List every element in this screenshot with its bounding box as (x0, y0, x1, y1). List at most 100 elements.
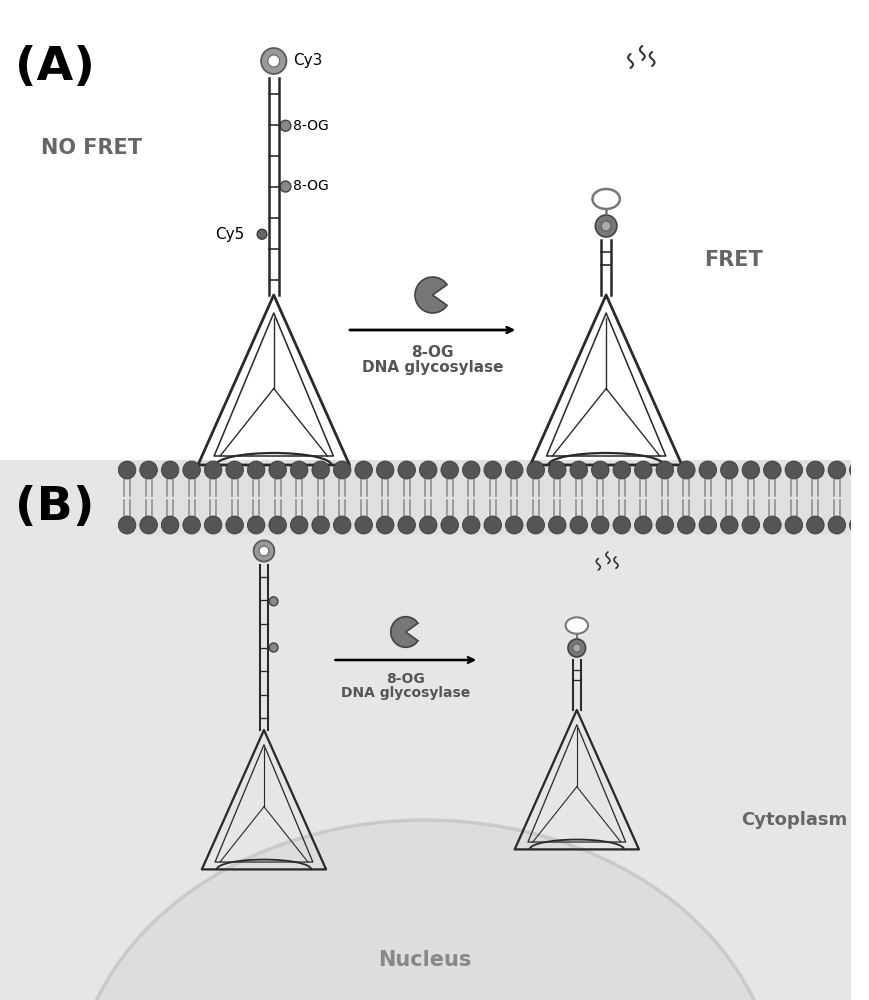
Circle shape (269, 643, 278, 652)
Circle shape (720, 516, 737, 534)
Circle shape (376, 516, 394, 534)
Text: FRET: FRET (703, 250, 762, 270)
Circle shape (741, 516, 759, 534)
Circle shape (226, 516, 243, 534)
Circle shape (140, 516, 157, 534)
Text: (B): (B) (15, 486, 94, 530)
Circle shape (462, 461, 480, 479)
Ellipse shape (73, 820, 776, 1000)
Text: 8-OG: 8-OG (293, 180, 328, 194)
Circle shape (261, 48, 286, 74)
Ellipse shape (565, 617, 587, 634)
Circle shape (419, 461, 436, 479)
Circle shape (547, 461, 566, 479)
Circle shape (269, 461, 286, 479)
Circle shape (572, 644, 580, 652)
Circle shape (600, 221, 610, 231)
Text: 8-OG: 8-OG (411, 345, 454, 360)
Circle shape (140, 461, 157, 479)
Circle shape (161, 461, 179, 479)
Circle shape (827, 461, 845, 479)
Circle shape (161, 516, 179, 534)
Circle shape (257, 229, 267, 239)
Circle shape (698, 461, 716, 479)
Circle shape (569, 461, 587, 479)
Circle shape (677, 516, 694, 534)
Circle shape (849, 461, 866, 479)
Circle shape (594, 215, 616, 237)
Circle shape (613, 516, 630, 534)
Wedge shape (415, 277, 447, 313)
Text: 8-OG: 8-OG (386, 672, 425, 686)
Circle shape (247, 516, 265, 534)
Circle shape (505, 516, 522, 534)
Circle shape (280, 181, 290, 192)
Wedge shape (390, 617, 417, 647)
Circle shape (634, 516, 652, 534)
Circle shape (527, 461, 544, 479)
Circle shape (806, 461, 823, 479)
Bar (127, 460, 850, 535)
Circle shape (280, 120, 290, 131)
Ellipse shape (592, 189, 619, 209)
Circle shape (397, 516, 415, 534)
Circle shape (591, 461, 608, 479)
Text: Cytoplasm: Cytoplasm (740, 811, 846, 829)
Circle shape (483, 461, 501, 479)
Circle shape (226, 461, 243, 479)
Circle shape (182, 516, 200, 534)
Circle shape (118, 516, 136, 534)
Circle shape (827, 516, 845, 534)
Circle shape (290, 516, 308, 534)
Circle shape (547, 516, 566, 534)
Text: 8-OG: 8-OG (293, 119, 328, 133)
Text: Cy5: Cy5 (215, 227, 244, 242)
Circle shape (269, 597, 278, 606)
Circle shape (333, 516, 350, 534)
Circle shape (355, 516, 372, 534)
Circle shape (567, 639, 585, 657)
Circle shape (763, 516, 780, 534)
Circle shape (259, 546, 269, 556)
Text: Cy3: Cy3 (293, 53, 322, 68)
Circle shape (655, 461, 673, 479)
Circle shape (591, 516, 608, 534)
Circle shape (806, 516, 823, 534)
Circle shape (253, 540, 274, 562)
Text: Nucleus: Nucleus (378, 950, 471, 970)
Circle shape (311, 516, 329, 534)
Circle shape (849, 516, 866, 534)
Circle shape (376, 461, 394, 479)
Circle shape (784, 461, 802, 479)
Circle shape (741, 461, 759, 479)
Circle shape (118, 461, 136, 479)
Circle shape (784, 516, 802, 534)
Circle shape (483, 516, 501, 534)
Circle shape (441, 461, 458, 479)
Circle shape (204, 461, 222, 479)
Text: DNA glycosylase: DNA glycosylase (341, 686, 470, 700)
Circle shape (655, 516, 673, 534)
Circle shape (269, 516, 286, 534)
Circle shape (441, 516, 458, 534)
Circle shape (333, 461, 350, 479)
Bar (0, 460, 850, 1000)
Circle shape (247, 461, 265, 479)
Circle shape (182, 461, 200, 479)
Circle shape (763, 461, 780, 479)
Text: (A): (A) (15, 45, 95, 90)
Circle shape (290, 461, 308, 479)
Circle shape (419, 516, 436, 534)
Circle shape (677, 461, 694, 479)
Circle shape (720, 461, 737, 479)
Circle shape (204, 516, 222, 534)
Text: NO FRET: NO FRET (41, 138, 142, 158)
Circle shape (505, 461, 522, 479)
Circle shape (527, 516, 544, 534)
Circle shape (634, 461, 652, 479)
Circle shape (355, 461, 372, 479)
Circle shape (698, 516, 716, 534)
Text: DNA glycosylase: DNA glycosylase (362, 360, 503, 375)
Circle shape (613, 461, 630, 479)
Circle shape (268, 55, 279, 67)
